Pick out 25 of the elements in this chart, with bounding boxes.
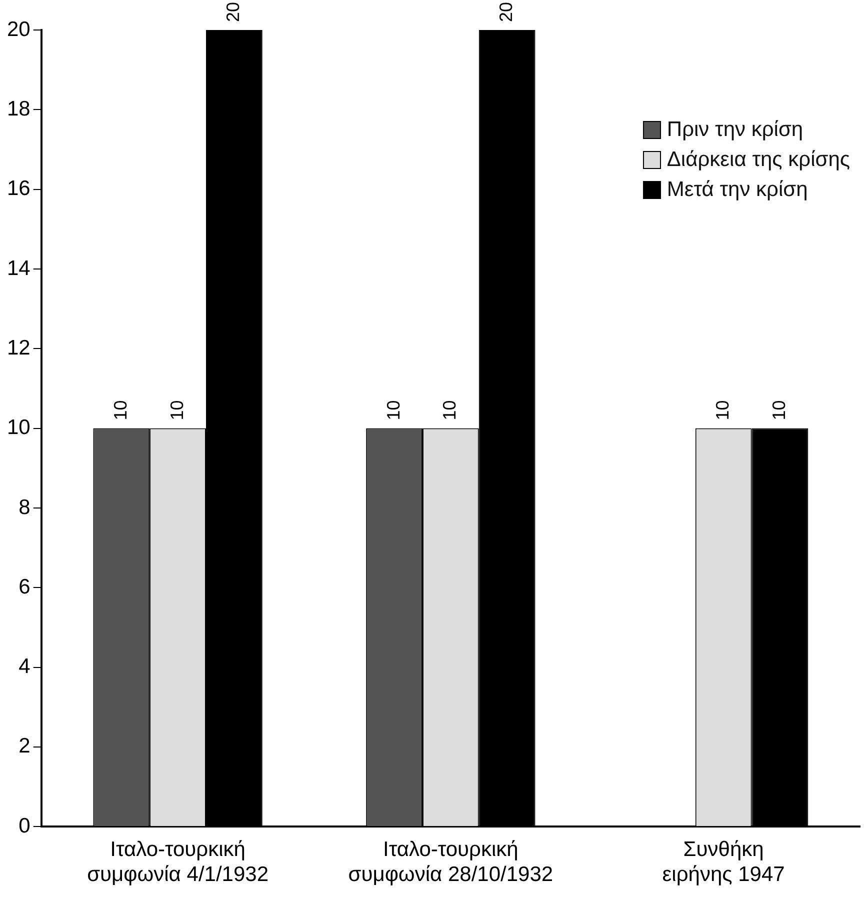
data-label: 10 [768,400,789,420]
y-tick-label: 14 [7,256,31,280]
y-tick-label: 6 [18,575,30,598]
data-label: 20 [223,2,244,22]
x-tick-label: Ιταλο-τουρκική συμφωνία 28/10/1932 [348,838,554,886]
legend-label: Διάρκεια της κρίσης [666,148,850,172]
x-tick-label: Ιταλο-τουρκική συμφωνία 4/1/1932 [87,838,269,886]
y-tick-label: 4 [18,655,31,678]
y-tick-label: 8 [18,496,30,519]
legend-label: Μετά την κρίση [666,178,808,202]
y-tick-label: 12 [7,336,30,360]
y-tick-label: 0 [18,814,30,838]
y-tick-label: 20 [7,18,30,41]
y-tick-label: 18 [7,97,30,120]
legend-label: Πριν την κρίση [666,118,804,142]
data-label: 10 [166,400,187,420]
data-label: 20 [496,2,516,22]
x-tick-label: Συνθήκη ειρήνης 1947 [662,838,785,886]
y-tick-label: 16 [7,177,30,200]
y-tick-label: 2 [18,734,30,758]
y-tick-label: 10 [7,416,30,440]
data-label: 10 [440,400,460,420]
data-label: 10 [712,400,733,420]
data-label: 10 [110,400,130,420]
data-label: 10 [383,400,404,420]
